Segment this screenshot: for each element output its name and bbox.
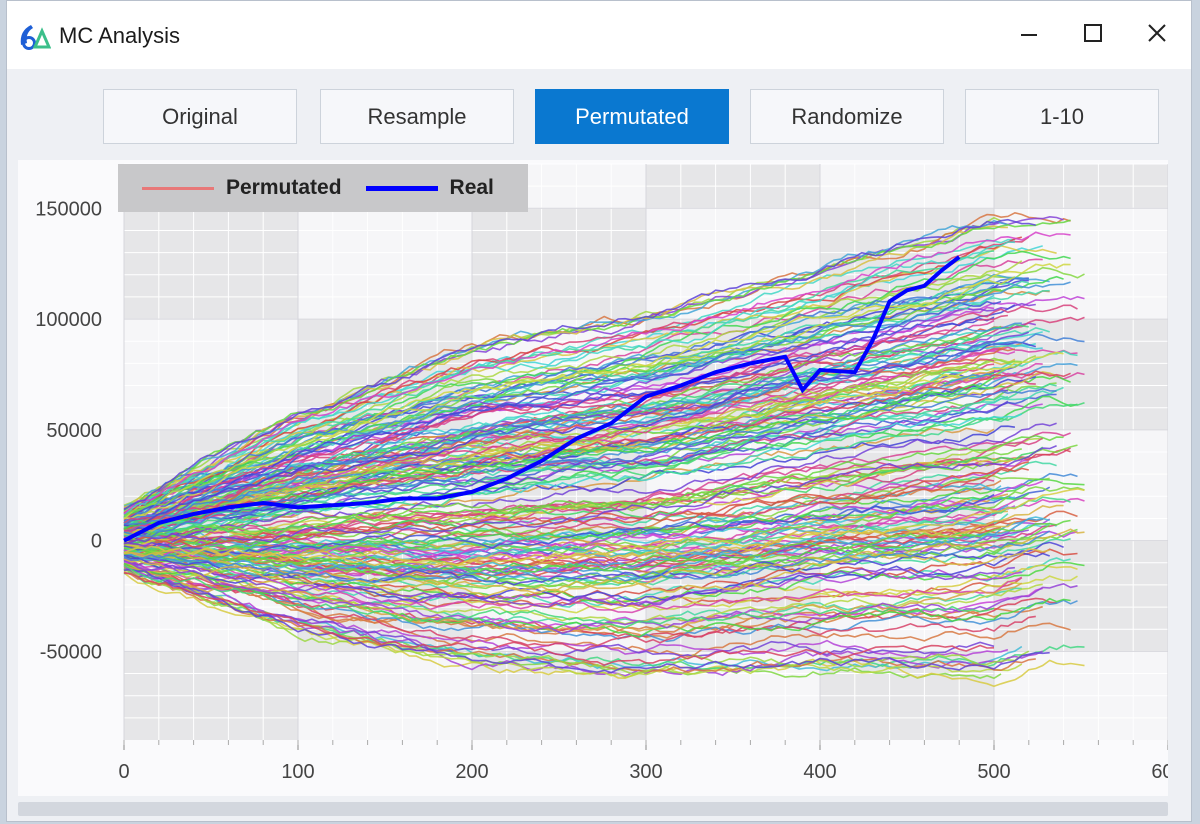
series-permutated-line xyxy=(123,218,1036,511)
series-permutated-line xyxy=(123,370,1071,530)
legend-label-permutated: Permutated xyxy=(226,176,342,199)
y-tick-label: 0 xyxy=(91,531,102,553)
tab-original[interactable]: Original xyxy=(103,89,297,144)
series-real-line xyxy=(123,255,961,543)
series-permutated-line xyxy=(123,304,1078,524)
close-icon xyxy=(1148,24,1166,42)
series-permutated-line xyxy=(123,564,995,629)
x-tick-label: 300 xyxy=(629,761,662,783)
series-permutated-line xyxy=(123,250,1071,516)
series-permutated-line xyxy=(123,376,995,530)
series-permutated-line xyxy=(123,341,1037,528)
series-permutated-line xyxy=(123,387,1057,538)
x-tick-label: 0 xyxy=(118,761,129,783)
y-tick-label: 100000 xyxy=(35,309,102,331)
series-permutated-line xyxy=(123,219,1071,512)
series-permutated-line xyxy=(123,530,1051,584)
title-bar: MC Analysis xyxy=(7,1,1191,69)
y-tick-label: 50000 xyxy=(46,420,102,442)
series-permutated-line xyxy=(123,478,1085,553)
maximize-button[interactable] xyxy=(1067,13,1119,53)
tab-permutated[interactable]: Permutated xyxy=(535,89,729,144)
series-permutated-line xyxy=(123,241,1015,515)
plot-band xyxy=(472,208,646,320)
y-tick-label: 150000 xyxy=(35,198,102,220)
tab-resample[interactable]: Resample xyxy=(320,89,514,144)
series-permutated-line xyxy=(123,263,1071,520)
series-permutated-line xyxy=(123,340,995,525)
series-permutated-line xyxy=(123,516,1050,574)
series-permutated-line xyxy=(123,277,1029,515)
legend-item-real: Real xyxy=(365,176,494,200)
series-permutated-line xyxy=(123,333,1085,526)
series-permutated-line xyxy=(123,572,995,666)
series-permutated-line xyxy=(123,322,1022,524)
series-permutated-line xyxy=(123,281,1071,523)
maximize-icon xyxy=(1084,24,1102,42)
series-permutated-line xyxy=(123,523,995,567)
y-tick-label: -50000 xyxy=(40,641,102,663)
series-permutated-line xyxy=(123,488,1085,567)
horizontal-scrollbar[interactable] xyxy=(18,802,1168,816)
minimize-icon xyxy=(1021,34,1037,36)
series-permutated-line xyxy=(123,504,1064,577)
plot-band xyxy=(124,208,298,320)
mc-app-icon xyxy=(20,25,51,50)
series-permutated-line xyxy=(123,323,1029,524)
series-permutated-line xyxy=(123,413,1023,539)
series-permutated-line xyxy=(123,445,1057,545)
series-permutated-line xyxy=(123,276,1016,520)
series-permutated-line xyxy=(124,528,1085,594)
series-permutated-line xyxy=(123,300,1002,522)
series-permutated-line xyxy=(123,358,995,533)
x-tick-label: 200 xyxy=(455,761,488,783)
series-permutated-line xyxy=(123,287,1002,517)
legend-label-real: Real xyxy=(449,176,494,199)
series-permutated-line xyxy=(123,358,1015,526)
series-permutated-line xyxy=(123,568,1050,674)
mode-toolbar: Original Resample Permutated Randomize 1… xyxy=(7,69,1191,155)
series-permutated-line xyxy=(123,422,1057,548)
series-permutated-line xyxy=(123,446,1044,544)
mc-chart[interactable]: 0 100 200 300 400 500 600 150000 100000 50000 0 -50… xyxy=(18,160,1168,796)
series-permutated-line xyxy=(123,416,1009,538)
series-permutated-line xyxy=(123,569,1023,679)
series-permutated-line xyxy=(123,493,995,555)
close-button[interactable] xyxy=(1131,13,1183,53)
tab-randomize[interactable]: Randomize xyxy=(750,89,944,144)
x-tick-label: 600 xyxy=(1151,761,1168,783)
series-permutated-line xyxy=(123,519,1071,575)
series-permutated-line xyxy=(123,558,1023,609)
x-tick-label: 400 xyxy=(803,761,836,783)
legend-swatch-permutated xyxy=(142,186,214,190)
series-permutated-line xyxy=(123,480,1044,560)
window-title: MC Analysis xyxy=(59,23,181,48)
legend-item-permutated: Permutated xyxy=(142,176,342,200)
series-permutated-line xyxy=(123,304,1016,524)
series-permutated-line xyxy=(123,492,1030,552)
legend-swatch-real xyxy=(365,185,438,191)
series-permutated-line xyxy=(123,348,1016,531)
series-permutated-line xyxy=(123,559,1015,608)
series-permutated-line xyxy=(123,302,1036,523)
minimize-button[interactable] xyxy=(1003,13,1055,53)
chart-legend: Permutated Real xyxy=(118,164,528,212)
tab-1-10[interactable]: 1-10 xyxy=(965,89,1159,144)
chart-svg[interactable]: 0 100 200 300 400 500 600 150000 100000 50000 0 -50… xyxy=(18,160,1168,796)
series-permutated-line xyxy=(123,526,1002,577)
x-tick-label: 500 xyxy=(977,761,1010,783)
series-permutated-line xyxy=(123,238,1015,514)
series-permutated-line xyxy=(123,231,1071,515)
series-permutated-line xyxy=(123,557,1022,605)
x-tick-label: 100 xyxy=(281,761,314,783)
